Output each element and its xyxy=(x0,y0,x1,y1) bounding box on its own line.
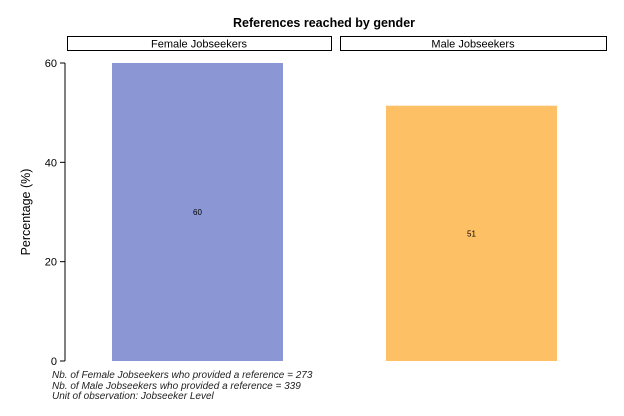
bar-value-label: 51 xyxy=(467,229,476,238)
y-axis: 0 20 40 60 xyxy=(45,58,66,368)
y-tick-label: 20 xyxy=(45,257,57,269)
chart-title: References reached by gender xyxy=(233,16,415,30)
footnote-female-count: Nb. of Female Jobseekers who provided a … xyxy=(52,370,313,381)
panel-header-label: Male Jobseekers xyxy=(431,39,515,51)
bar-value-label: 60 xyxy=(193,208,202,217)
panel-male: Male Jobseekers 51 xyxy=(340,36,607,361)
bar-female xyxy=(112,63,283,361)
footnotes: Nb. of Female Jobseekers who provided a … xyxy=(52,370,313,403)
footnote-unit: Unit of observation: Jobseeker Level xyxy=(52,391,214,402)
y-tick-label: 60 xyxy=(45,58,57,70)
panel-header-box xyxy=(340,36,607,51)
panel-female: Female Jobseekers 60 xyxy=(67,36,332,361)
panel-header-box xyxy=(67,36,332,51)
y-tick-label: 40 xyxy=(45,157,57,169)
y-tick-label: 0 xyxy=(51,356,57,368)
panel-header-label: Female Jobseekers xyxy=(151,39,247,51)
y-axis-label: Percentage (%) xyxy=(19,169,33,256)
footnote-male-count: Nb. of Male Jobseekers who provided a re… xyxy=(52,380,301,392)
bar-male xyxy=(386,105,557,361)
